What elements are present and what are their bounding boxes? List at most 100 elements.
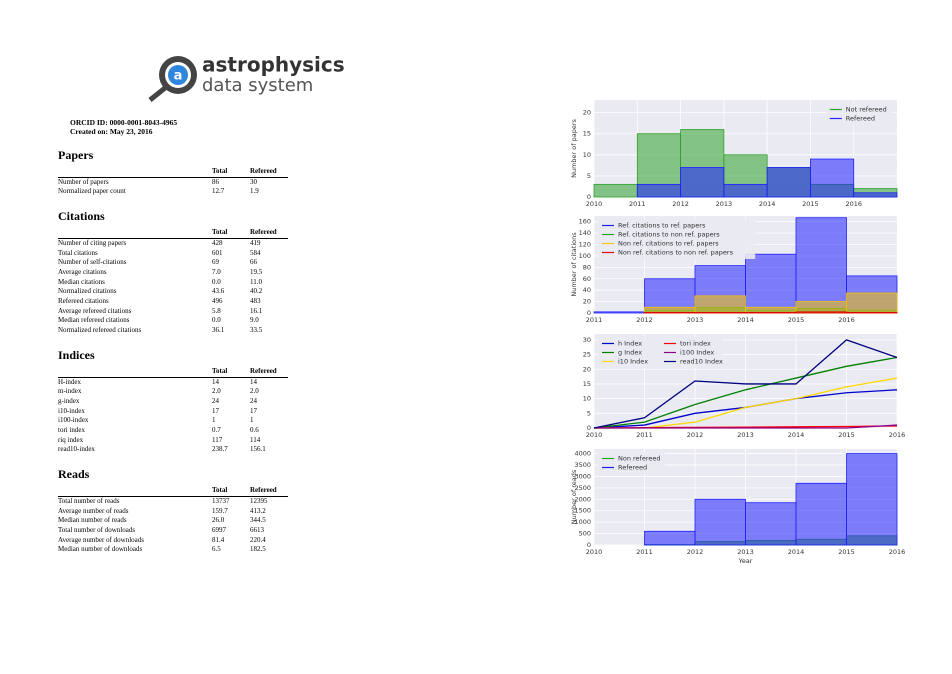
y-tick-label: 10 [583,395,591,403]
cell-value: 344.5 [250,516,266,525]
y-tick-label: 160 [579,218,591,226]
table-row: Number of papers 86 30 [58,177,288,187]
y-tick-label: 10 [583,151,591,159]
table-row: H-index 14 14 [58,377,288,387]
x-tick-label: 2010 [586,548,603,556]
cell-value: 114 [250,435,261,444]
table-row: Total number of reads 13737 12395 [58,496,288,506]
cell-value: 40.2 [250,287,263,296]
y-tick-label: 0 [587,309,591,317]
table-row: Average number of downloads 81.4 220.4 [58,536,288,546]
cell-value: 2.0 [250,387,259,396]
bar [745,502,797,546]
y-axis-label: Number of reads [570,469,578,524]
table-row: Normalized refereed citations 36.1 33.5 [58,326,288,336]
row-label: Total number of reads [58,496,120,505]
svg-text:a: a [174,69,183,84]
cell-value: 1 [212,416,216,425]
cell-value: 0.7 [212,426,221,435]
chart: 0 5 10 15 20 2010 2011 2012 2013 2014 2015 2016 Not … [570,100,898,208]
y-tick-label: 20 [583,109,591,117]
cell-value: 14 [212,377,219,386]
x-tick-label: 2015 [838,431,855,439]
cell-value: 43.6 [212,287,225,296]
y-tick-label: 120 [579,241,591,249]
x-tick-label: 2014 [759,200,776,208]
chart: 0 500 1000 1500 2000 2500 3000 3500 4000 2010 2011… [570,449,905,565]
cell-value: 0.6 [250,426,259,435]
table-row: Refereed citations 496 483 [58,297,288,307]
bar [644,312,696,314]
chart: 0 20 40 60 80 100 120 140 160 2011 2012 2013 2014 201… [570,216,898,324]
cell-value: 419 [250,238,261,247]
x-tick-label: 2016 [889,431,906,439]
table-row: Average refereed citations 5.8 16.1 [58,307,288,317]
x-tick-label: 2012 [636,316,653,324]
cell-value: 6.5 [212,545,221,554]
section-title: Citations [58,209,105,224]
header-row: Total Refereed [58,366,288,378]
y-tick-label: 5 [587,172,591,180]
legend-box [598,452,666,474]
row-label: g-index [58,396,80,405]
row-label: Median number of reads [58,516,127,525]
x-tick-label: 2015 [802,200,819,208]
column-header: Total [212,228,250,239]
legend-label: Non ref. citations to ref. papers [618,240,719,248]
sections: Papers Total Refereed Number of papers 86 30 N… [58,148,298,555]
logo-icon: a [148,56,197,102]
table-row: Average citations 7.0 19.5 [58,268,288,278]
bar [853,192,898,198]
bar [745,312,797,314]
bar [694,312,746,314]
legend-label: g Index [618,349,642,357]
row-label: Average refereed citations [58,306,132,315]
table-row: Normalized citations 43.6 40.2 [58,287,288,297]
cell-value: 584 [250,248,261,257]
cell-value: 1.9 [250,187,259,196]
cell-value: 0.0 [212,277,221,286]
bar [846,312,898,314]
x-tick-label: 2011 [629,200,646,208]
legend-label: Non ref. citations to non ref. papers [618,249,734,257]
cell-value: 496 [212,297,223,306]
cell-value: 6997 [212,525,226,534]
x-tick-label: 2013 [716,200,733,208]
legend-box [598,219,756,259]
bar [680,167,725,198]
cell-value: 1 [250,416,254,425]
legend-label: tori index [680,340,711,348]
x-tick-label: 2013 [687,316,704,324]
cell-value: 182.5 [250,545,266,554]
x-tick-label: 2013 [737,548,754,556]
x-tick-label: 2012 [687,431,704,439]
row-label: Average number of reads [58,506,129,515]
x-tick-label: 2013 [737,431,754,439]
x-tick-label: 2014 [737,316,754,324]
bar [644,530,696,546]
created: Created on: May 23, 2016 [70,127,153,136]
logo-line1: astrophysics [202,53,345,77]
cell-value: 30 [250,177,257,186]
y-tick-label: 140 [579,229,591,237]
cell-value: 16.1 [250,306,263,315]
row-label: read10-index [58,445,95,454]
metrics-table: Total Refereed Total number of reads 13737 1… [58,486,288,555]
header-row: Total Refereed [58,167,288,178]
row-label: Normalized paper count [58,187,126,196]
cell-value: 11.0 [250,277,262,286]
x-tick-label: 2011 [636,548,653,556]
y-tick-label: 0 [587,193,591,201]
cell-value: 12.7 [212,187,225,196]
logo-line2: data system [202,75,313,96]
column-header: Refereed [250,486,288,497]
x-tick-label: 2012 [672,200,689,208]
legend-label: Non refereed [618,455,661,463]
row-label: m-index [58,387,82,396]
row-label: Refereed citations [58,297,109,306]
cell-value: 483 [250,297,261,306]
cell-value: 19.5 [250,267,263,276]
column-header: Refereed [250,366,288,378]
header-cell [58,366,212,378]
cell-value: 117 [212,435,223,444]
